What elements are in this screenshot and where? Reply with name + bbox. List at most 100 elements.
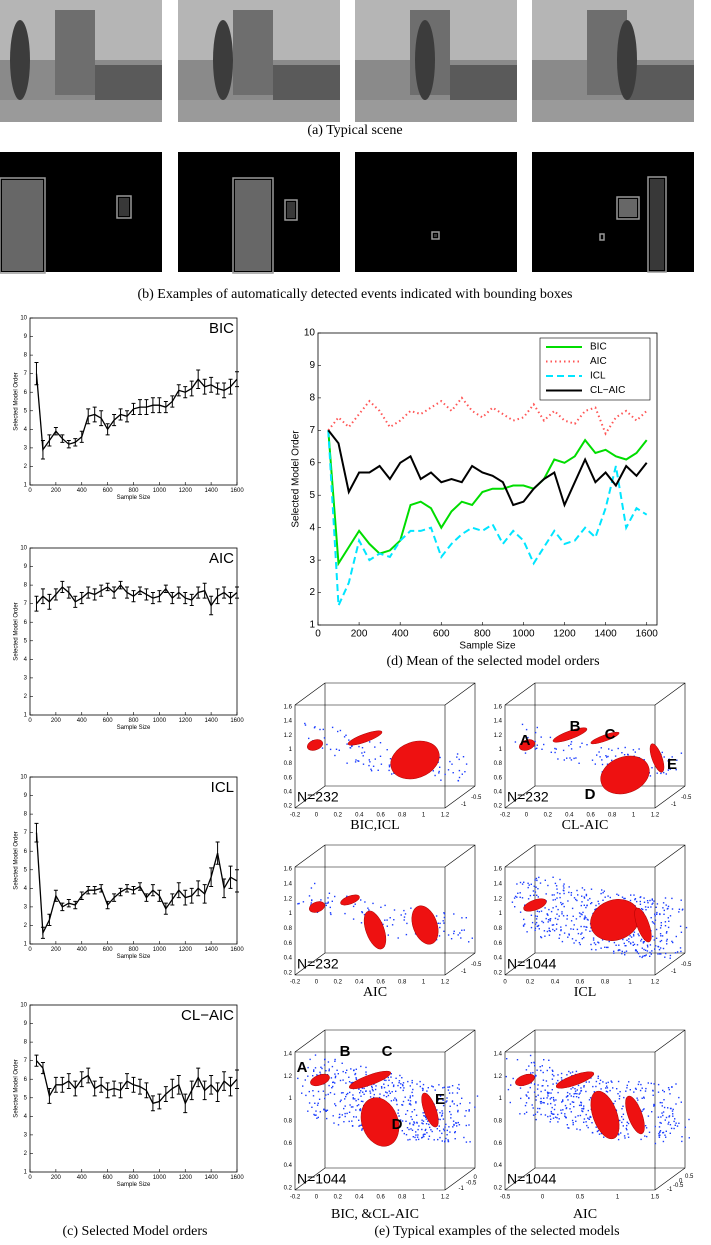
data-point (401, 1120, 404, 1122)
data-point (361, 911, 363, 913)
data-point (579, 915, 581, 918)
data-point (646, 944, 649, 946)
error-bar (150, 1095, 155, 1112)
data-point (662, 947, 665, 950)
data-point (452, 772, 454, 774)
data-point (602, 892, 604, 894)
data-point (627, 1133, 629, 1135)
box-3d (504, 682, 686, 809)
data-point (443, 930, 445, 932)
gaussian-component (309, 901, 325, 913)
data-point (356, 1105, 358, 1107)
data-point (425, 1116, 427, 1118)
data-point (543, 743, 545, 746)
data-point (316, 1117, 318, 1119)
error-bar (228, 865, 233, 889)
data-point (632, 941, 634, 943)
data-point (355, 759, 357, 761)
data-point (458, 758, 460, 761)
data-point (411, 1082, 413, 1084)
plot-3d: 1.41.210.80.60.40.2-0.2 0 0.2 0.4 0.6 0.8 1 1.2… (284, 1029, 479, 1222)
data-point (339, 729, 342, 732)
data-point (443, 913, 446, 915)
data-point (547, 1093, 549, 1095)
data-point (350, 1082, 352, 1084)
x-tick-label: 0.2 (334, 813, 343, 819)
data-point (527, 1091, 529, 1093)
data-point (453, 932, 455, 935)
data-point (557, 758, 559, 760)
x-tick-label: 0.6 (587, 813, 596, 819)
y-tick-label: 7 (24, 601, 28, 607)
data-point (571, 938, 574, 940)
data-point (587, 899, 589, 901)
data-point (437, 922, 439, 924)
data-point (374, 758, 376, 760)
data-point (568, 933, 570, 935)
data-point (637, 1099, 639, 1101)
z-tick-label: 0.4 (494, 956, 503, 962)
data-point (666, 943, 668, 945)
data-point (600, 1088, 602, 1090)
panel-caption: BIC, &CL-AIC (331, 1207, 419, 1222)
data-point (351, 1125, 354, 1127)
data-point (580, 925, 582, 928)
data-point (573, 757, 575, 760)
data-point (374, 746, 376, 748)
data-point (441, 1140, 443, 1142)
data-point (570, 1095, 572, 1097)
data-point (412, 1088, 414, 1091)
data-point (590, 943, 592, 946)
x-tick-label: 1.2 (441, 1195, 450, 1201)
data-point (348, 1120, 350, 1123)
data-point (430, 1129, 432, 1131)
data-point (346, 895, 348, 897)
y-tick-label: 6 (24, 390, 28, 396)
data-point (551, 1113, 554, 1115)
data-point (615, 944, 617, 946)
data-point (666, 931, 668, 933)
data-point (563, 890, 565, 892)
data-point (307, 1075, 309, 1077)
error-bar (196, 880, 201, 897)
data-point (425, 1123, 428, 1125)
y-tick-label: 1 (309, 620, 315, 631)
data-point (391, 924, 394, 926)
series-line (327, 429, 648, 508)
y-tick-label: 4 (309, 522, 315, 533)
data-point (586, 918, 589, 921)
x-tick-label: 1200 (179, 1175, 193, 1181)
data-point (613, 941, 616, 944)
data-point (576, 1128, 578, 1130)
x-tick-label: 0 (28, 488, 32, 494)
data-point (610, 1080, 612, 1082)
x-tick-label: 1000 (512, 629, 535, 640)
x-tick-label: 1.2 (441, 813, 450, 819)
data-point (363, 913, 366, 916)
error-bar (79, 592, 84, 605)
data-point (394, 1097, 396, 1099)
error-bar (125, 884, 130, 893)
data-point (540, 910, 543, 912)
data-point (574, 1092, 577, 1095)
data-point (562, 915, 565, 917)
data-point (343, 736, 346, 738)
data-point (679, 947, 682, 949)
z-tick-label: 1.4 (284, 881, 293, 887)
data-point (442, 1104, 445, 1107)
data-point (601, 939, 604, 941)
data-point (441, 1132, 443, 1135)
data-point (659, 927, 662, 929)
data-point (637, 933, 639, 935)
data-point (314, 1102, 316, 1104)
data-point (423, 1115, 425, 1117)
data-point (443, 922, 445, 924)
data-point (550, 1110, 552, 1113)
data-point (540, 1100, 542, 1103)
data-point (530, 883, 532, 885)
data-point (536, 1069, 538, 1071)
error-bar (112, 586, 117, 599)
gaussian-component (523, 898, 547, 912)
data-point (457, 1109, 459, 1112)
data-point (621, 1121, 623, 1124)
